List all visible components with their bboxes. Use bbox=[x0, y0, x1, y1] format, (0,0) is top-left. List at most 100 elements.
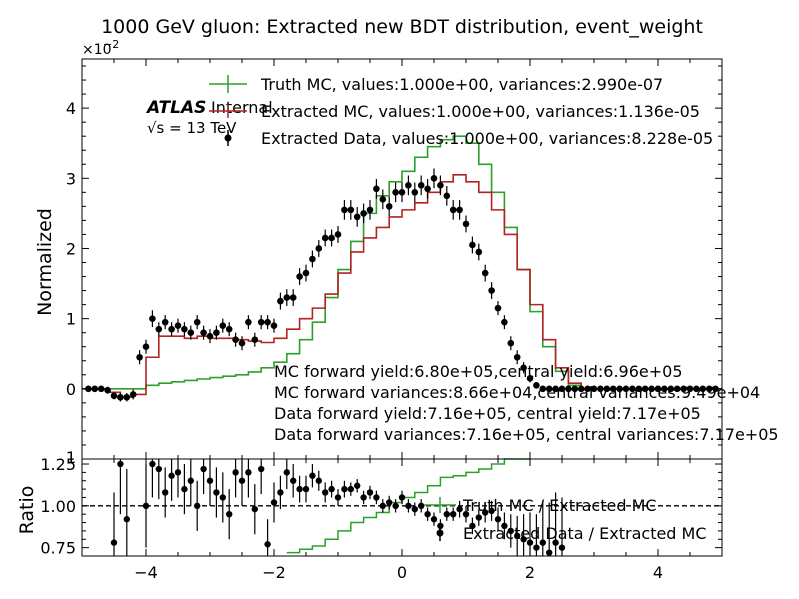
chart-title: 1000 GeV gluon: Extracted new BDT distri… bbox=[101, 16, 703, 38]
legend-item-extracted-data: Extracted Data, values:1.000e+00, varian… bbox=[224, 129, 713, 148]
data-point bbox=[469, 241, 476, 249]
ratio-point bbox=[277, 489, 284, 496]
data-point bbox=[245, 318, 252, 326]
data-point bbox=[705, 385, 713, 393]
data-point bbox=[232, 336, 239, 344]
data-point bbox=[142, 343, 150, 351]
ratio-point bbox=[194, 502, 201, 510]
legend-item-truth-ratio: Truth MC / Extracted MC bbox=[424, 496, 657, 515]
legend-label-data-ratio: Extracted Data / Extracted MC bbox=[463, 524, 707, 543]
ratio-point bbox=[514, 532, 521, 540]
data-point bbox=[315, 245, 323, 252]
ratio-point bbox=[533, 544, 540, 551]
y-axis-label: Normalized bbox=[34, 208, 56, 316]
data-point bbox=[526, 374, 534, 382]
data-point bbox=[193, 318, 201, 326]
data-point bbox=[91, 385, 99, 393]
data-point bbox=[302, 269, 310, 277]
ratio-point bbox=[206, 477, 214, 484]
ratio-point bbox=[168, 472, 175, 479]
legend-item-truth-mc: Truth MC, values:1.000e+00, variances:2.… bbox=[209, 75, 663, 94]
data-point bbox=[545, 385, 553, 393]
data-point bbox=[200, 329, 207, 336]
ratio-point bbox=[213, 489, 220, 496]
data-point bbox=[661, 385, 668, 393]
data-point bbox=[110, 392, 118, 400]
data-point bbox=[558, 385, 566, 393]
data-point bbox=[155, 325, 163, 333]
data-point bbox=[552, 385, 559, 393]
ratio-point bbox=[315, 477, 322, 484]
ratio-point bbox=[251, 505, 258, 513]
ratio-point bbox=[520, 536, 527, 543]
data-point bbox=[309, 255, 316, 263]
ratio-tick-label: 1.25 bbox=[40, 455, 76, 474]
data-point bbox=[405, 182, 412, 189]
series-line-truth-mc bbox=[82, 135, 722, 390]
data-point bbox=[533, 382, 540, 389]
legend-swatch-data-ratio bbox=[436, 529, 444, 537]
data-point bbox=[648, 385, 655, 393]
data-point bbox=[501, 318, 508, 326]
y-multiplier-base: ×10 bbox=[82, 42, 112, 58]
data-point bbox=[584, 385, 591, 393]
series-line-extracted-mc bbox=[82, 173, 722, 399]
data-point bbox=[123, 393, 131, 401]
data-point bbox=[673, 385, 681, 393]
data-point bbox=[654, 385, 662, 393]
data-point bbox=[513, 353, 521, 361]
ratio-axis-label: Ratio bbox=[16, 486, 38, 535]
ratio-point bbox=[258, 465, 265, 473]
ratio-point bbox=[328, 485, 335, 493]
data-point bbox=[590, 385, 598, 393]
ratio-point bbox=[501, 522, 508, 530]
legend-label-truth-ratio: Truth MC / Extracted MC bbox=[462, 496, 657, 515]
data-point bbox=[187, 329, 195, 336]
data-point bbox=[539, 385, 547, 393]
data-point bbox=[430, 174, 438, 182]
ratio-point bbox=[123, 516, 130, 523]
ratio-point bbox=[142, 502, 150, 510]
legend-item-extracted-mc: Extracted MC, values:1.000e+00, variance… bbox=[209, 102, 700, 121]
data-point bbox=[609, 385, 617, 393]
yield-text-data-yield: Data forward yield:7.16e+05, central yie… bbox=[274, 404, 701, 423]
data-point bbox=[597, 385, 604, 393]
data-point bbox=[328, 234, 335, 242]
data-point bbox=[283, 294, 291, 301]
ratio-point bbox=[219, 494, 226, 501]
data-point bbox=[603, 385, 611, 393]
data-point bbox=[219, 322, 227, 329]
ratio-point bbox=[296, 485, 303, 493]
ratio-point bbox=[264, 541, 271, 548]
legend-item-data-ratio: Extracted Data / Extracted MC bbox=[436, 524, 707, 543]
data-point bbox=[385, 203, 393, 210]
data-point bbox=[251, 336, 259, 344]
ratio-point bbox=[475, 514, 482, 521]
data-point bbox=[437, 182, 444, 189]
yield-annotations: MC forward yield:6.80e+05,central yield:… bbox=[274, 362, 779, 444]
data-point bbox=[629, 385, 636, 393]
data-point bbox=[616, 385, 623, 393]
ratio-point bbox=[398, 494, 406, 501]
data-point bbox=[417, 182, 425, 189]
data-point bbox=[296, 273, 303, 280]
ratio-point bbox=[245, 469, 252, 476]
data-point bbox=[577, 385, 585, 393]
ratio-point bbox=[379, 502, 386, 510]
ratio-point bbox=[469, 522, 476, 530]
data-point bbox=[424, 185, 431, 193]
data-point bbox=[321, 234, 329, 242]
ratio-point bbox=[322, 489, 329, 496]
ratio-point bbox=[181, 485, 188, 493]
ratio-point bbox=[462, 510, 470, 518]
ratio-plot-area bbox=[82, 458, 722, 556]
data-point bbox=[129, 391, 137, 398]
ratio-point bbox=[341, 485, 348, 493]
atlas-label-energy: √s = 13 TeV bbox=[147, 119, 237, 137]
y-tick-label: 2 bbox=[66, 239, 76, 258]
ratio-point bbox=[552, 539, 559, 546]
y-multiplier: ×10 −2 bbox=[82, 38, 119, 58]
ratio-point bbox=[187, 477, 194, 484]
data-point bbox=[168, 325, 175, 333]
